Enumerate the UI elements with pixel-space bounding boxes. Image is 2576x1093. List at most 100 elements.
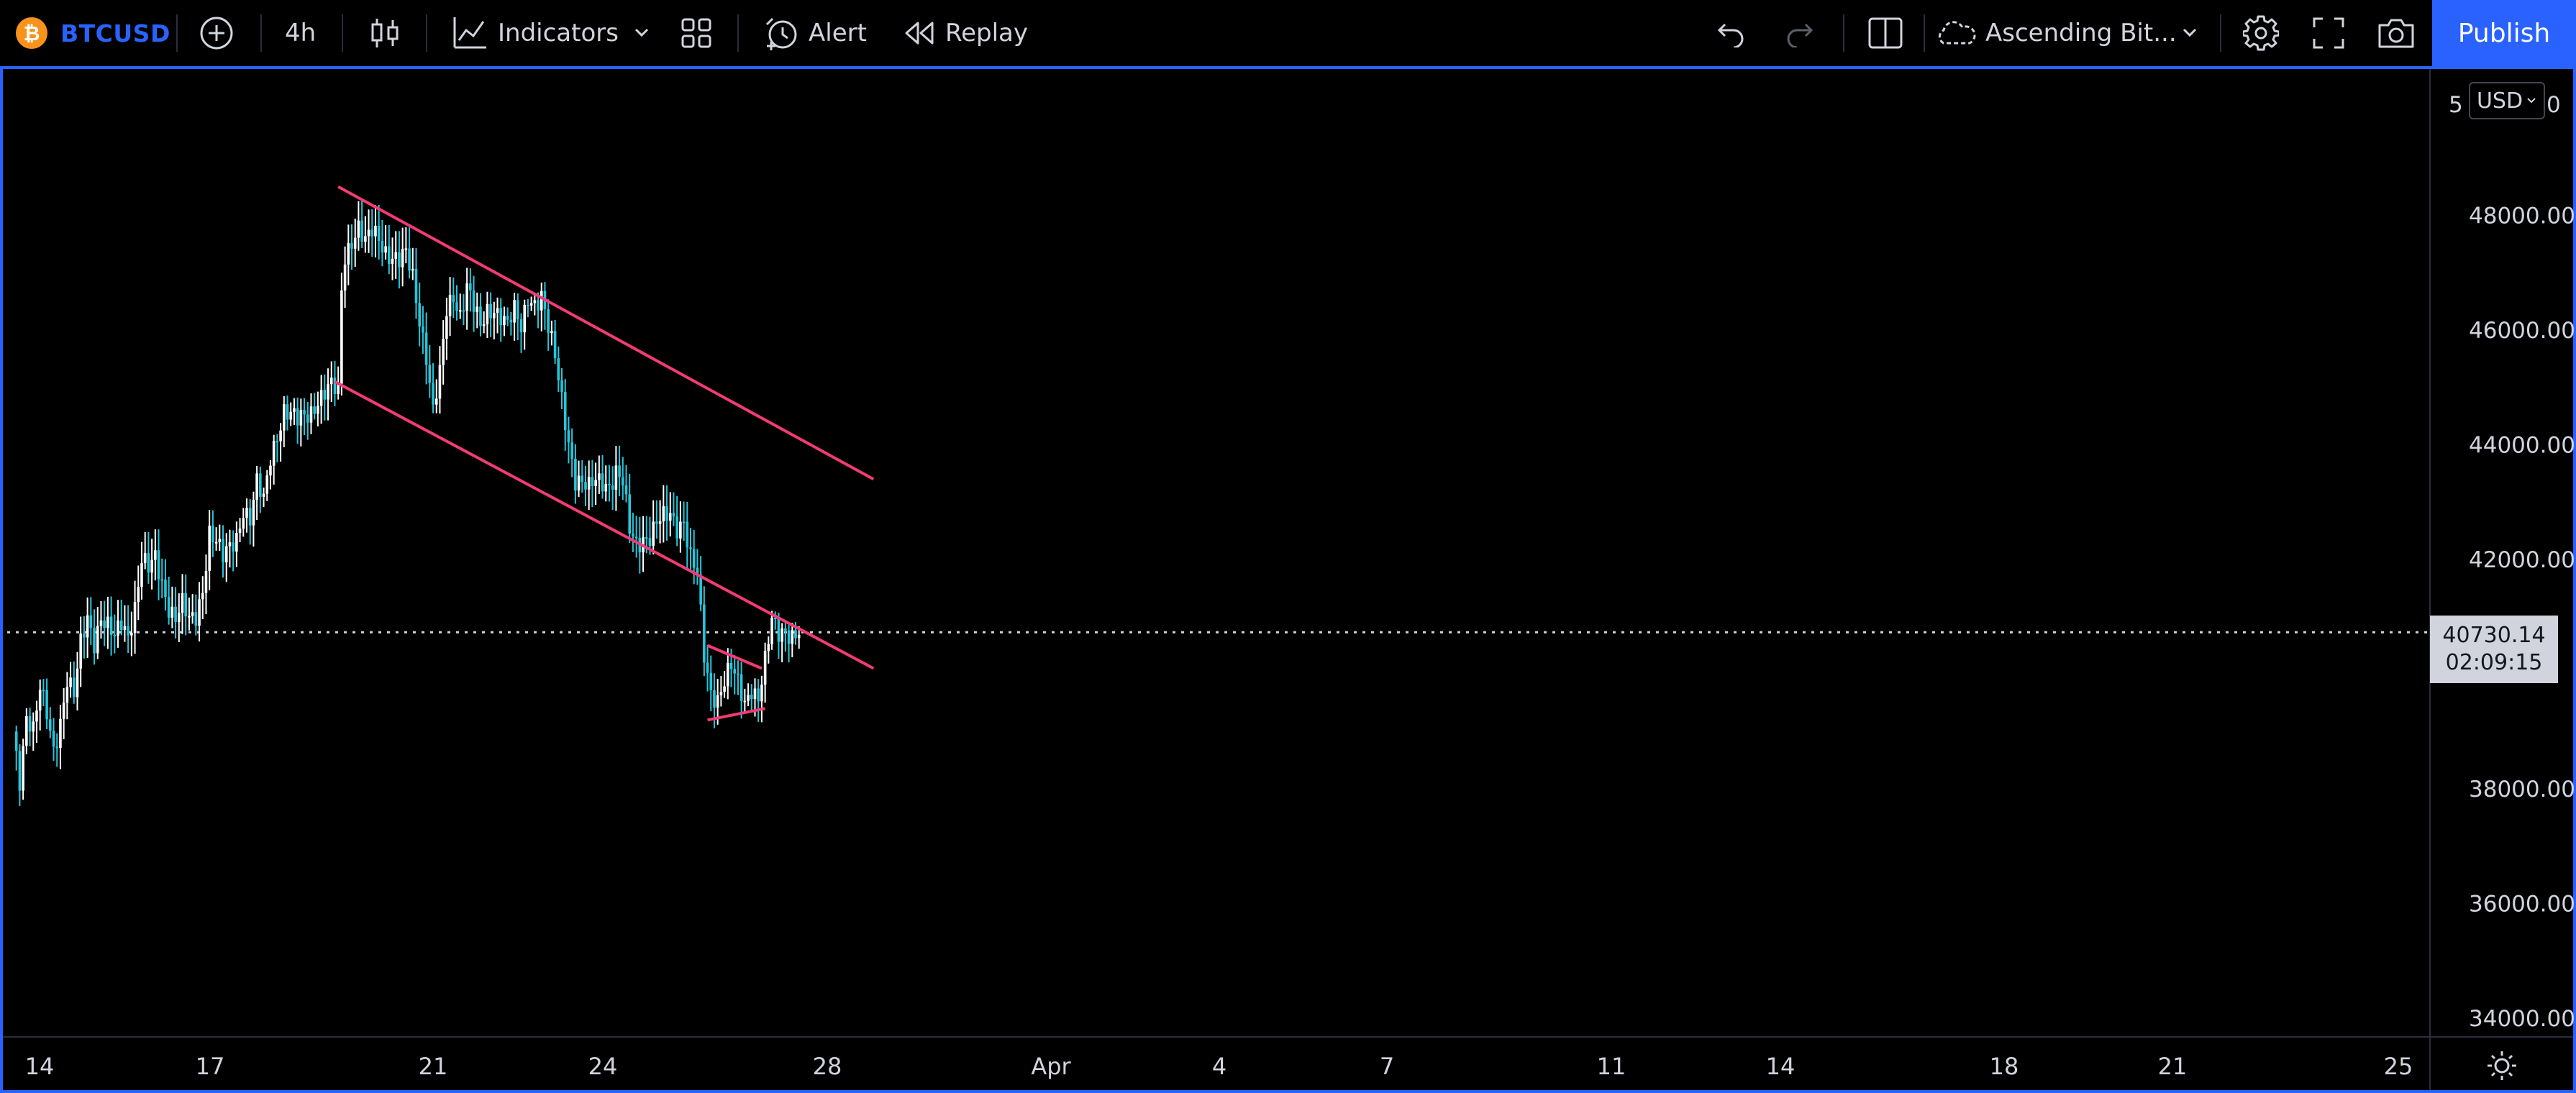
candle-body: [32, 721, 35, 732]
candle-body: [737, 673, 739, 675]
split-layout-icon: [1868, 17, 1903, 49]
time-tick-label: 4: [1212, 1053, 1226, 1080]
undo-button[interactable]: [1715, 0, 1747, 66]
candle-body: [418, 303, 421, 326]
candle-body: [211, 526, 214, 543]
symbol-selector[interactable]: ₿ BTCUSD: [16, 0, 170, 66]
grid-icon: [681, 18, 711, 48]
candle-body: [422, 326, 424, 333]
candle-body: [527, 304, 529, 306]
trendlines-layer[interactable]: [334, 185, 875, 722]
publish-button[interactable]: Publish: [2432, 0, 2576, 66]
candle-body: [716, 695, 719, 708]
candle-body: [414, 268, 418, 303]
candle-body: [235, 533, 238, 552]
candle-body: [208, 526, 211, 571]
compare-symbol-button[interactable]: [198, 0, 235, 66]
candle-body: [35, 710, 38, 722]
time-tick-label: 28: [813, 1053, 842, 1080]
toolbar-divider: [737, 14, 739, 52]
candle-body: [563, 391, 567, 431]
candle-body: [103, 620, 106, 628]
candle-body: [83, 634, 86, 638]
chart-type-button[interactable]: [368, 0, 401, 66]
candle-body: [723, 686, 726, 692]
time-tick-label: 17: [196, 1053, 225, 1080]
trendline[interactable]: [707, 707, 766, 722]
symbol-name: BTCUSD: [60, 19, 170, 47]
candle-body: [581, 475, 584, 483]
candle-body: [675, 516, 678, 539]
candle-body: [384, 246, 387, 253]
candle-body: [594, 480, 597, 486]
time-axis[interactable]: 14 17 21 24 28 Apr 4 7 11 14 18 21 25: [25, 1053, 2413, 1080]
candle-body: [686, 521, 689, 548]
settings-button[interactable]: [2243, 0, 2279, 66]
price-tick-label: 44000.00: [2469, 433, 2575, 459]
candle-body: [665, 506, 668, 521]
candle-body: [709, 672, 713, 690]
time-tick-label: 7: [1380, 1053, 1394, 1080]
candle-body: [259, 473, 262, 497]
candle-body: [360, 220, 363, 242]
trendline[interactable]: [706, 644, 763, 670]
toolbar-divider: [342, 14, 343, 52]
alert-button[interactable]: Alert: [763, 0, 867, 66]
candle-body: [428, 365, 432, 383]
candle-body: [276, 441, 279, 443]
candle-body: [353, 237, 357, 249]
candle-body: [794, 630, 797, 639]
candle-body: [265, 475, 269, 494]
trendline[interactable]: [337, 185, 875, 481]
candle-body: [547, 308, 550, 334]
layout-button[interactable]: [1867, 0, 1903, 66]
templates-button[interactable]: [681, 0, 712, 66]
candle-body: [469, 283, 472, 291]
candle-body: [719, 692, 723, 695]
layout-dropdown[interactable]: [2180, 0, 2200, 66]
candle-body: [18, 751, 22, 791]
candle-body: [760, 685, 763, 702]
candle-body: [113, 634, 117, 636]
candle-body: [462, 310, 465, 312]
candle-body: [42, 690, 45, 692]
redo-button[interactable]: [1784, 0, 1816, 66]
currency-selector[interactable]: USD: [2469, 82, 2545, 119]
toolbar-divider: [1843, 14, 1844, 52]
price-axis[interactable]: 48000.00 46000.00 44000.00 42000.00 38000.00…: [2469, 203, 2575, 1033]
indicators-dropdown[interactable]: [632, 0, 652, 66]
candle-body: [401, 249, 404, 267]
candle-body: [540, 291, 543, 311]
candle-body: [377, 226, 381, 242]
candle-body: [127, 626, 129, 636]
candle-body: [343, 264, 347, 291]
candle-body: [513, 300, 516, 323]
candle-body: [455, 302, 458, 311]
replay-label: Replay: [945, 19, 1028, 47]
replay-button[interactable]: Replay: [902, 0, 1028, 66]
current-price-value: 40730.14: [2442, 623, 2546, 648]
price-axis-partial-label-right: 0: [2547, 92, 2561, 118]
toolbar-divider: [426, 14, 427, 52]
candle-body: [791, 630, 794, 644]
candle-body: [713, 690, 716, 708]
candle-body: [252, 500, 255, 526]
trendline[interactable]: [334, 380, 875, 670]
snapshot-button[interactable]: [2377, 0, 2416, 66]
candle-body: [317, 406, 319, 414]
candle-body: [533, 300, 537, 303]
candle-body: [381, 241, 384, 253]
chevron-down-icon: [2527, 98, 2536, 104]
sun-icon[interactable]: [2488, 1051, 2516, 1080]
indicators-button[interactable]: Indicators: [452, 0, 619, 66]
candle-body: [442, 339, 445, 365]
fullscreen-button[interactable]: [2312, 0, 2345, 66]
candle-body: [357, 220, 360, 238]
candle-body: [668, 513, 672, 521]
candle-body: [38, 690, 42, 711]
candle-body: [306, 414, 309, 423]
layout-name-button[interactable]: Ascending Bit...: [1934, 0, 2177, 66]
candle-body: [140, 563, 143, 587]
interval-selector[interactable]: 4h: [285, 19, 317, 47]
